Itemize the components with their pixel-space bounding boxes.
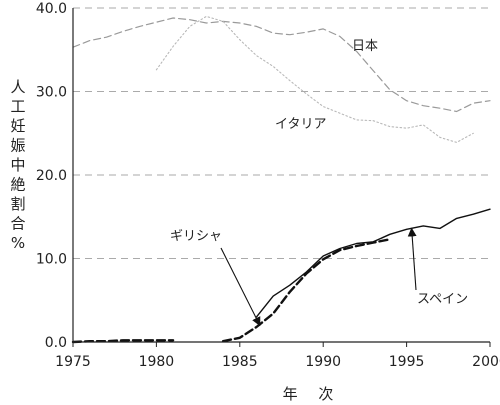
y-tick-label: 0.0 [45, 335, 67, 351]
y-tick-label: 30.0 [36, 85, 67, 101]
arrow-greece [220, 247, 261, 327]
y-tick-label: 10.0 [36, 252, 67, 268]
axes [72, 8, 491, 347]
y-axis-label-char: % [11, 234, 25, 252]
label-greece: ギリシャ [170, 229, 222, 244]
y-axis-label-char: 割 [10, 195, 25, 213]
x-tick-label: 2000 [472, 354, 500, 370]
series-spain [255, 208, 491, 318]
x-tick-label: 1985 [222, 354, 258, 370]
y-axis-label-char: 合 [10, 215, 25, 233]
tick-labels: 0.0 10.0 20.0 30.0 40.0 1975 1980 1985 1990 1995 2… [36, 1, 500, 370]
label-spain: スペイン [417, 292, 468, 307]
y-axis-label-char: 人 [10, 78, 25, 96]
y-axis-label-char: 中 [10, 156, 25, 174]
series-italy [155, 15, 474, 143]
x-tick-label: 1990 [305, 354, 341, 370]
x-tick-label: 1980 [139, 354, 175, 370]
x-axis-label: 年 次 [283, 385, 342, 403]
x-tick-label: 1995 [389, 354, 425, 370]
y-tick-label: 20.0 [36, 168, 67, 184]
y-axis-label-char: 娠 [10, 137, 25, 155]
grid-lines [73, 7, 490, 259]
x-tick-label: 1975 [55, 354, 91, 370]
y-axis-label-char: 妊 [10, 117, 25, 135]
y-tick-label: 40.0 [36, 1, 67, 17]
label-japan: 日本 [352, 39, 378, 54]
y-axis-label-char: 工 [10, 98, 25, 116]
y-axis-label-char: 絶 [10, 176, 25, 194]
series-japan [72, 17, 491, 113]
series-greece [221, 238, 392, 343]
arrow-spain [407, 227, 417, 291]
label-italy: イタリア [275, 117, 326, 132]
series-lines [71, 15, 491, 344]
series-greece [71, 339, 175, 344]
